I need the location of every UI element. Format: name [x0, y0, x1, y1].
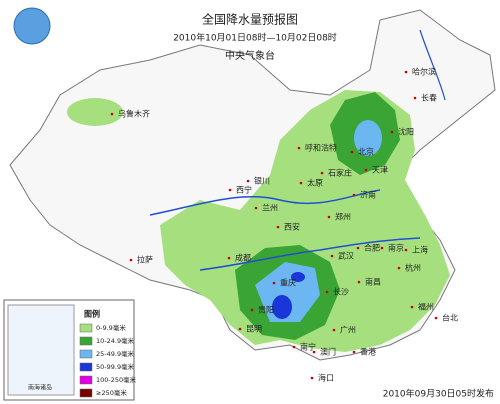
city-label: 福州 — [418, 303, 434, 312]
city-dot — [352, 193, 356, 197]
city-dot — [332, 328, 336, 332]
legend-label: 50-99.9毫米 — [96, 362, 135, 371]
legend-label: 0-9.9毫米 — [96, 323, 126, 332]
city-label: 哈尔滨 — [412, 67, 436, 77]
city-dot — [246, 179, 250, 183]
legend-label: 100-250毫米 — [96, 375, 137, 384]
city-label: 南昌 — [365, 277, 381, 287]
city-dot — [390, 130, 394, 134]
city-label: 南京 — [388, 243, 404, 253]
city-label: 天津 — [372, 165, 388, 175]
city-label: 海口 — [318, 373, 334, 383]
city-dot — [227, 256, 231, 260]
city-label: 南宁 — [300, 342, 316, 352]
city-dot — [357, 280, 361, 284]
city-dot — [404, 248, 408, 252]
legend-swatch — [79, 323, 93, 333]
city-label: 上海 — [412, 245, 428, 255]
city-dot — [397, 266, 401, 270]
legend-swatch — [79, 375, 93, 385]
city-dot — [364, 168, 368, 172]
city-label: 呼和浩特 — [305, 143, 337, 153]
city-dot — [327, 215, 331, 219]
legend-label: 25-49.9毫米 — [96, 349, 135, 358]
city-dot — [238, 327, 242, 331]
city-dot — [310, 376, 314, 380]
city-dot — [110, 112, 114, 116]
city-label: 重庆 — [280, 278, 296, 288]
city-dot — [352, 350, 356, 354]
city-label: 济南 — [360, 190, 376, 200]
city-dot — [404, 70, 408, 74]
city-label: 武汉 — [338, 251, 354, 261]
city-dot — [250, 308, 254, 312]
legend-title: 图例 — [84, 309, 100, 319]
city-dot — [254, 206, 258, 210]
city-label: 成都 — [235, 253, 251, 263]
city-label: 北京 — [358, 147, 374, 157]
city-dot — [228, 188, 232, 192]
city-dot — [292, 345, 296, 349]
issued: 2010年09月30日05时发布 — [383, 388, 494, 400]
city-label: 澳门 — [320, 347, 336, 357]
city-label: 郑州 — [335, 212, 351, 222]
city-label: 沈阳 — [398, 127, 414, 137]
city-label: 长沙 — [333, 287, 349, 297]
city-dot — [325, 290, 329, 294]
logo — [13, 7, 51, 45]
legend-swatch — [79, 388, 93, 398]
city-label: 台北 — [442, 313, 458, 323]
city-dot — [350, 150, 354, 154]
city-dot — [413, 96, 417, 100]
inset-label: 南海诸岛 — [28, 384, 52, 392]
rain-zone-storm — [291, 272, 305, 282]
city-dot — [129, 258, 133, 262]
city-dot — [434, 316, 438, 320]
city-dot — [299, 181, 303, 185]
rain-zone-storm — [272, 295, 292, 319]
city-label: 银川 — [254, 176, 270, 186]
rain-zone-light — [67, 98, 123, 126]
city-dot — [320, 171, 324, 175]
city-label: 合肥 — [364, 243, 380, 253]
legend-label: ≥250毫米 — [96, 388, 127, 397]
legend-label: 10-24.9毫米 — [96, 336, 135, 345]
city-label: 杭州 — [405, 263, 421, 273]
river — [419, 29, 446, 101]
river — [149, 189, 381, 216]
city-label: 石家庄 — [328, 168, 352, 178]
city-dot — [380, 246, 384, 250]
legend: 0-9.9毫米 10-24.9毫米 25-49.9毫米 50-99.9毫米 100-25… — [79, 323, 137, 398]
city-dot — [297, 146, 301, 150]
legend-swatch — [79, 362, 93, 372]
city-label: 西安 — [284, 222, 300, 232]
city-label: 西宁 — [236, 185, 252, 195]
city-dot — [410, 305, 414, 309]
city-label: 香港 — [360, 347, 376, 357]
city-label: 太原 — [307, 178, 323, 188]
city-dot — [356, 246, 360, 250]
city-label: 兰州 — [262, 203, 278, 213]
agency: 中央气象台 — [225, 49, 275, 62]
legend-swatch — [79, 336, 93, 346]
city-dot — [276, 225, 280, 229]
rain-zone-heavy — [354, 120, 382, 156]
city-label: 广州 — [340, 325, 356, 335]
city-dot — [312, 350, 316, 354]
city-label: 拉萨 — [137, 255, 153, 265]
city-label: 乌鲁木齐 — [118, 109, 150, 119]
city-dot — [330, 254, 334, 258]
title: 全国降水量预报图 — [202, 12, 298, 27]
inset-map — [7, 304, 75, 396]
river — [199, 237, 421, 271]
city-label: 昆明 — [246, 325, 262, 334]
city-label: 长春 — [421, 93, 437, 103]
period: 2010年10月01日08时—10月02日08时 — [173, 32, 337, 44]
city-dot — [272, 281, 276, 285]
legend-swatch — [79, 349, 93, 359]
city-label: 贵阳 — [258, 305, 274, 315]
